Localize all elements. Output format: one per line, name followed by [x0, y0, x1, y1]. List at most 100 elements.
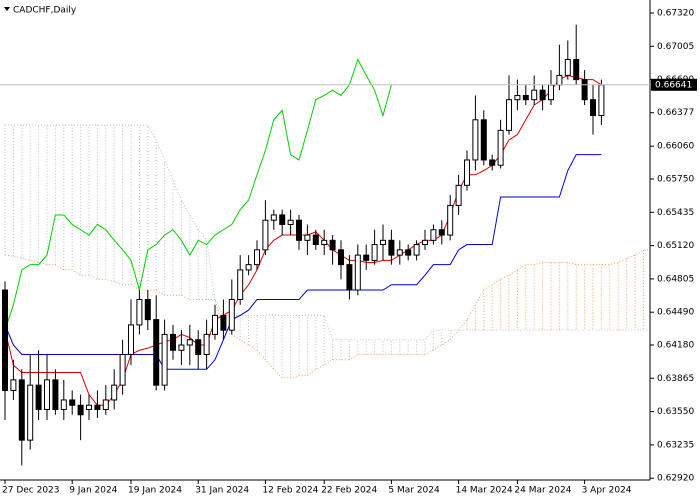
candle-body — [186, 339, 193, 346]
candle-body — [237, 269, 244, 301]
x-tick-label: 14 Mar 2024 — [456, 486, 513, 496]
span-b-line — [5, 124, 650, 341]
candle-body — [464, 159, 470, 186]
menu-icon — [4, 7, 10, 11]
candle-body — [514, 94, 521, 101]
candle-body — [422, 239, 428, 246]
candle-body — [564, 59, 571, 76]
y-tick-label: 0.66060 — [657, 142, 694, 152]
candle-body — [329, 239, 336, 251]
y-tick-label: 0.64490 — [657, 308, 694, 318]
y-tick-label: 0.64180 — [657, 340, 694, 350]
x-tick-label: 12 Feb 2024 — [262, 486, 318, 496]
y-tick-label: 0.66377 — [657, 108, 694, 118]
candle-body — [69, 399, 76, 406]
y-tick-label: 0.63235 — [657, 440, 694, 450]
candle-body — [573, 59, 580, 81]
candle-body — [480, 119, 487, 161]
candle-body — [556, 74, 563, 86]
y-tick-label: 0.65120 — [657, 241, 694, 251]
span-a-line — [4, 249, 650, 379]
candle-body — [77, 404, 84, 416]
candle-body — [354, 254, 361, 291]
candle-body — [27, 384, 34, 441]
y-tick-label: 0.67320 — [657, 9, 694, 19]
candle-body — [363, 254, 370, 261]
candle-body — [262, 219, 269, 251]
candle-body — [161, 333, 168, 386]
candle-body — [581, 79, 588, 101]
candle-body — [506, 99, 512, 131]
candle-body — [111, 384, 118, 401]
candle-body — [136, 299, 143, 326]
candle-body — [296, 219, 302, 241]
candle-body — [178, 344, 185, 351]
candle-body — [128, 324, 134, 356]
candle-body — [94, 404, 101, 410]
price-label: 0.66641 — [655, 80, 692, 90]
candle-body — [531, 89, 538, 101]
candle-body — [144, 299, 151, 321]
x-tick-label: 24 Mar 2024 — [514, 486, 571, 496]
x-tick-label: 27 Dec 2023 — [2, 486, 60, 496]
candle-body — [388, 239, 395, 256]
x-tick-label: 19 Jan 2024 — [128, 486, 182, 496]
candle-body — [86, 404, 92, 410]
candle-body — [430, 229, 437, 241]
candle-body — [52, 379, 59, 410]
candle-body — [371, 244, 378, 261]
y-tick-label: 0.65435 — [657, 208, 694, 218]
indicator-line — [4, 154, 602, 370]
candle-body — [212, 314, 218, 335]
candle-body — [304, 234, 311, 241]
y-tick-label: 0.63865 — [657, 374, 694, 384]
candle-body — [153, 319, 160, 386]
candle-body — [447, 204, 454, 236]
candle-body — [10, 379, 17, 391]
candle-body — [102, 399, 109, 410]
candle-body — [396, 249, 403, 256]
candle-body — [35, 384, 42, 410]
candle-body — [44, 379, 50, 410]
candle-body — [287, 219, 294, 225]
candle-body — [279, 214, 286, 225]
candle-body — [203, 333, 210, 356]
x-tick-label: 3 Apr 2024 — [582, 486, 632, 496]
x-tick-label: 5 Mar 2024 — [388, 486, 440, 496]
candle-body — [321, 239, 328, 246]
y-tick-label: 0.65750 — [657, 174, 694, 184]
candle-body — [548, 84, 554, 101]
candle-body — [270, 214, 277, 221]
candle-body — [254, 249, 260, 266]
candle-body — [489, 159, 496, 166]
candle-body — [522, 94, 529, 101]
candle-body — [228, 299, 235, 331]
candle-body — [195, 339, 202, 356]
candle-body — [472, 119, 479, 161]
candle-body — [539, 89, 546, 101]
x-tick-label: 9 Jan 2024 — [69, 486, 117, 496]
candle-body — [338, 249, 344, 266]
x-tick-label: 31 Jan 2024 — [195, 486, 249, 496]
candle-body — [405, 249, 412, 256]
x-tick-label: 22 Feb 2024 — [321, 486, 377, 496]
candle-body — [413, 244, 420, 256]
candle-body — [346, 264, 353, 291]
price-label-box — [651, 78, 697, 91]
candle-body — [438, 229, 445, 236]
candle-body — [2, 289, 8, 391]
y-tick-label: 0.64805 — [657, 274, 694, 284]
candle-body — [497, 129, 504, 166]
candle-body — [119, 354, 126, 386]
indicator-line — [4, 58, 392, 331]
candle-body — [220, 314, 227, 331]
candle-body — [590, 99, 596, 117]
candle-body — [455, 184, 462, 206]
candle-body — [170, 333, 176, 351]
y-tick-label: 0.62920 — [657, 474, 694, 484]
candle-body — [380, 239, 386, 246]
candle-body — [60, 399, 67, 410]
candle-body — [18, 379, 25, 441]
candle-body — [312, 234, 319, 246]
